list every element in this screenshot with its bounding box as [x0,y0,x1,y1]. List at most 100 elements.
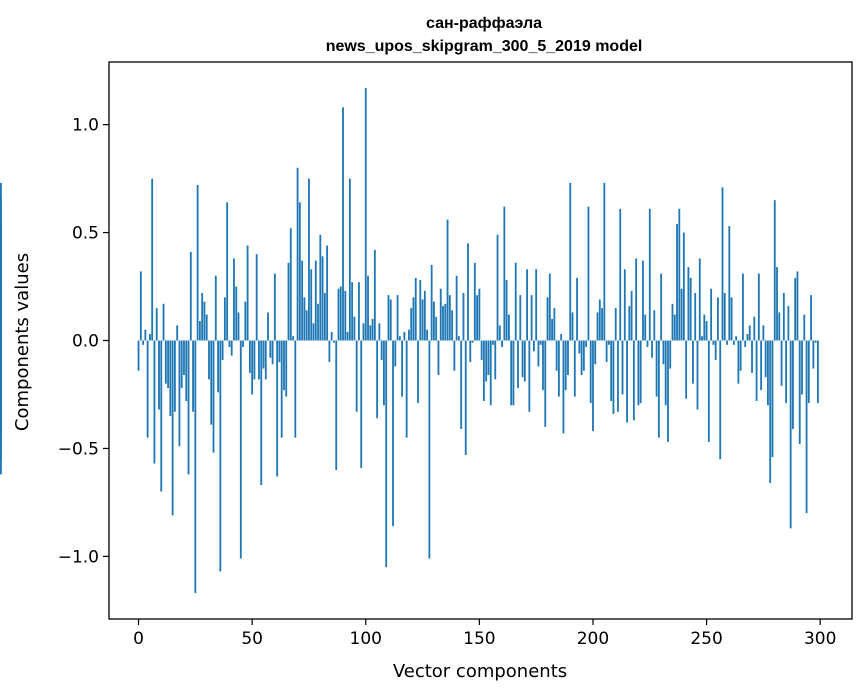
bar [785,340,788,404]
bar [0,275,2,341]
bar [780,340,783,386]
bar [253,340,256,380]
bar [517,340,519,388]
bar [553,308,556,341]
bar [228,340,231,347]
bar [223,297,226,341]
bar [689,277,692,341]
bar [732,340,735,345]
bar [635,258,638,341]
bar [251,340,254,395]
bar [676,223,678,341]
bar [348,178,351,341]
bar [728,226,731,341]
bars-group [0,87,819,594]
y-axis-ticks: −1.0 −0.5 0.0 0.5 1.0 [58,116,109,567]
bar [530,295,533,341]
bar [362,323,365,341]
bar [360,340,363,468]
bar [185,340,188,401]
bar [264,340,267,380]
bar [537,340,540,367]
bar [144,329,147,341]
bar [778,312,781,341]
bar [685,340,688,399]
y-tick-label: −1.0 [58,547,99,567]
bar [139,271,142,341]
bar [757,273,760,341]
bar [258,340,260,380]
bar [798,340,801,445]
bar [764,340,767,378]
bar [637,340,640,406]
bar [585,340,588,347]
bar [162,303,165,341]
bar [569,182,572,341]
bar [707,340,710,442]
bar [180,340,183,388]
bar [817,340,819,404]
bar [523,340,526,382]
bar [521,340,524,378]
bar [242,340,244,347]
bar [735,336,738,341]
bar [273,273,276,341]
x-tick-label: 150 [463,629,495,649]
bar [737,340,740,384]
bar [567,340,569,376]
bar [246,245,249,341]
bar [196,185,199,341]
bar [803,314,806,341]
bar [555,340,558,371]
bar [146,340,149,438]
bar [203,301,206,341]
bar [205,314,208,341]
bar [194,340,197,594]
bar [212,340,215,453]
bar [562,340,565,434]
bar [528,340,531,412]
bar [419,280,422,341]
bar [787,305,790,341]
bar [285,340,288,397]
bar [467,243,469,341]
bar [696,340,699,410]
bar [317,303,319,341]
bar [153,340,156,464]
bar [539,340,542,345]
bar [807,340,810,404]
bar [376,340,379,419]
bar [421,299,424,341]
y-tick-label: −0.5 [58,439,99,459]
bar [769,340,772,483]
bar [771,340,774,458]
bar [289,228,292,341]
bar [394,340,397,367]
bar [387,295,390,341]
bar [237,312,240,341]
bar [0,340,2,451]
bar [564,340,567,391]
bar [492,340,494,345]
bar [235,286,238,341]
bar [276,340,279,477]
bar [628,305,631,341]
bar [403,331,406,341]
bar [430,264,433,341]
x-tick-label: 300 [804,629,836,649]
bar [385,340,388,568]
bar [671,303,674,341]
bar [776,267,778,341]
x-axis-ticks: 0 50 100 150 200 250 300 [133,619,836,649]
bar [596,312,599,341]
bar [269,340,272,358]
bar [308,178,310,341]
bar [582,340,585,371]
x-tick-label: 100 [350,629,382,649]
bar [744,340,747,347]
bar [310,269,313,341]
bar [226,202,229,341]
bar [767,340,769,406]
